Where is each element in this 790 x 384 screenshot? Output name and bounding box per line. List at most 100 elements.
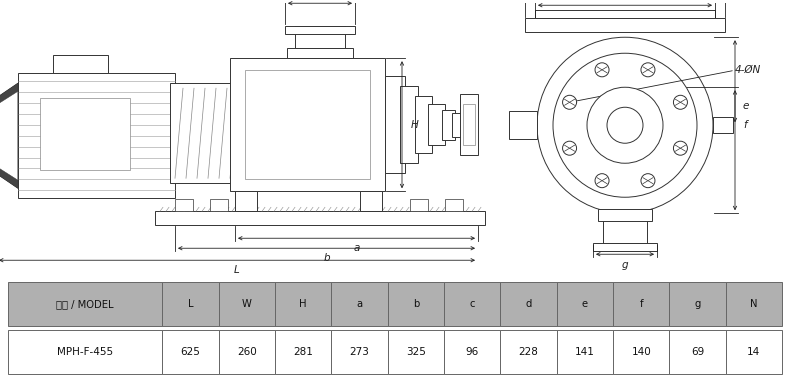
Text: 69: 69	[691, 347, 704, 357]
Bar	[287, 48, 353, 58]
Text: e: e	[743, 101, 750, 111]
Text: d: d	[525, 299, 532, 309]
Polygon shape	[0, 166, 18, 188]
Bar	[219, 330, 275, 374]
Text: 96: 96	[465, 347, 479, 357]
Bar	[275, 282, 331, 326]
Text: f: f	[639, 299, 643, 309]
Text: N: N	[750, 299, 758, 309]
Bar	[40, 98, 130, 170]
Text: 14: 14	[747, 347, 761, 357]
Circle shape	[641, 63, 655, 77]
Bar	[603, 213, 647, 243]
Circle shape	[607, 107, 643, 143]
Bar	[525, 18, 725, 32]
Text: 260: 260	[237, 347, 257, 357]
Bar	[444, 282, 500, 326]
Bar	[245, 70, 370, 179]
Bar	[331, 282, 388, 326]
Text: 273: 273	[349, 347, 370, 357]
Bar	[442, 110, 455, 140]
Text: L: L	[234, 265, 240, 275]
Bar	[162, 330, 219, 374]
Bar	[713, 117, 733, 133]
Text: 281: 281	[293, 347, 313, 357]
Bar	[162, 282, 219, 326]
Circle shape	[537, 37, 713, 213]
Bar	[669, 282, 726, 326]
Bar	[400, 86, 418, 163]
Bar	[388, 282, 444, 326]
Circle shape	[595, 174, 609, 188]
Bar	[613, 282, 669, 326]
Bar	[535, 10, 715, 18]
Bar	[509, 111, 537, 139]
Bar	[428, 104, 445, 145]
Bar	[500, 282, 557, 326]
Text: H: H	[411, 120, 419, 130]
Bar	[230, 58, 385, 191]
Text: c: c	[469, 299, 475, 309]
Bar	[175, 199, 193, 211]
Bar	[460, 94, 478, 155]
Bar	[8, 330, 162, 374]
Text: MPH-F-455: MPH-F-455	[57, 347, 113, 357]
Bar	[410, 199, 428, 211]
Text: a: a	[353, 243, 359, 253]
Circle shape	[641, 174, 655, 188]
Bar	[385, 76, 405, 173]
Circle shape	[595, 63, 609, 77]
Text: 140: 140	[631, 347, 651, 357]
Bar	[388, 330, 444, 374]
Bar	[275, 330, 331, 374]
Bar	[593, 243, 657, 251]
Bar	[53, 55, 108, 73]
Text: W: W	[242, 299, 252, 309]
Bar	[155, 211, 485, 225]
Bar	[170, 83, 235, 183]
Bar	[18, 73, 175, 198]
Text: g: g	[694, 299, 701, 309]
Bar	[415, 96, 432, 153]
Circle shape	[673, 95, 687, 109]
Circle shape	[562, 95, 577, 109]
Text: g: g	[622, 260, 628, 270]
Bar	[598, 209, 652, 221]
Text: 4-ØN: 4-ØN	[735, 65, 762, 75]
Text: f: f	[743, 120, 747, 130]
Polygon shape	[0, 83, 18, 188]
Bar	[219, 282, 275, 326]
Bar	[463, 104, 475, 145]
Circle shape	[587, 87, 663, 163]
Text: 141: 141	[575, 347, 595, 357]
Bar	[500, 330, 557, 374]
Text: e: e	[581, 299, 588, 309]
Text: 型式 / MODEL: 型式 / MODEL	[56, 299, 114, 309]
Text: 325: 325	[406, 347, 426, 357]
Bar	[8, 282, 162, 326]
Bar	[360, 191, 382, 211]
Bar	[726, 330, 782, 374]
Circle shape	[562, 141, 577, 155]
Text: 625: 625	[180, 347, 201, 357]
Bar	[295, 26, 345, 48]
Bar	[669, 330, 726, 374]
Text: H: H	[299, 299, 307, 309]
Bar	[517, 117, 537, 133]
Bar	[613, 330, 669, 374]
Text: 228: 228	[518, 347, 539, 357]
Bar	[235, 191, 257, 211]
Circle shape	[553, 53, 697, 197]
Bar	[331, 330, 388, 374]
Bar	[445, 199, 463, 211]
Bar	[210, 199, 228, 211]
Bar	[557, 282, 613, 326]
Bar	[285, 26, 355, 34]
Bar	[444, 330, 500, 374]
Circle shape	[673, 141, 687, 155]
Bar	[726, 282, 782, 326]
Text: a: a	[356, 299, 363, 309]
Bar	[557, 330, 613, 374]
Polygon shape	[0, 83, 18, 105]
Text: b: b	[323, 253, 329, 263]
